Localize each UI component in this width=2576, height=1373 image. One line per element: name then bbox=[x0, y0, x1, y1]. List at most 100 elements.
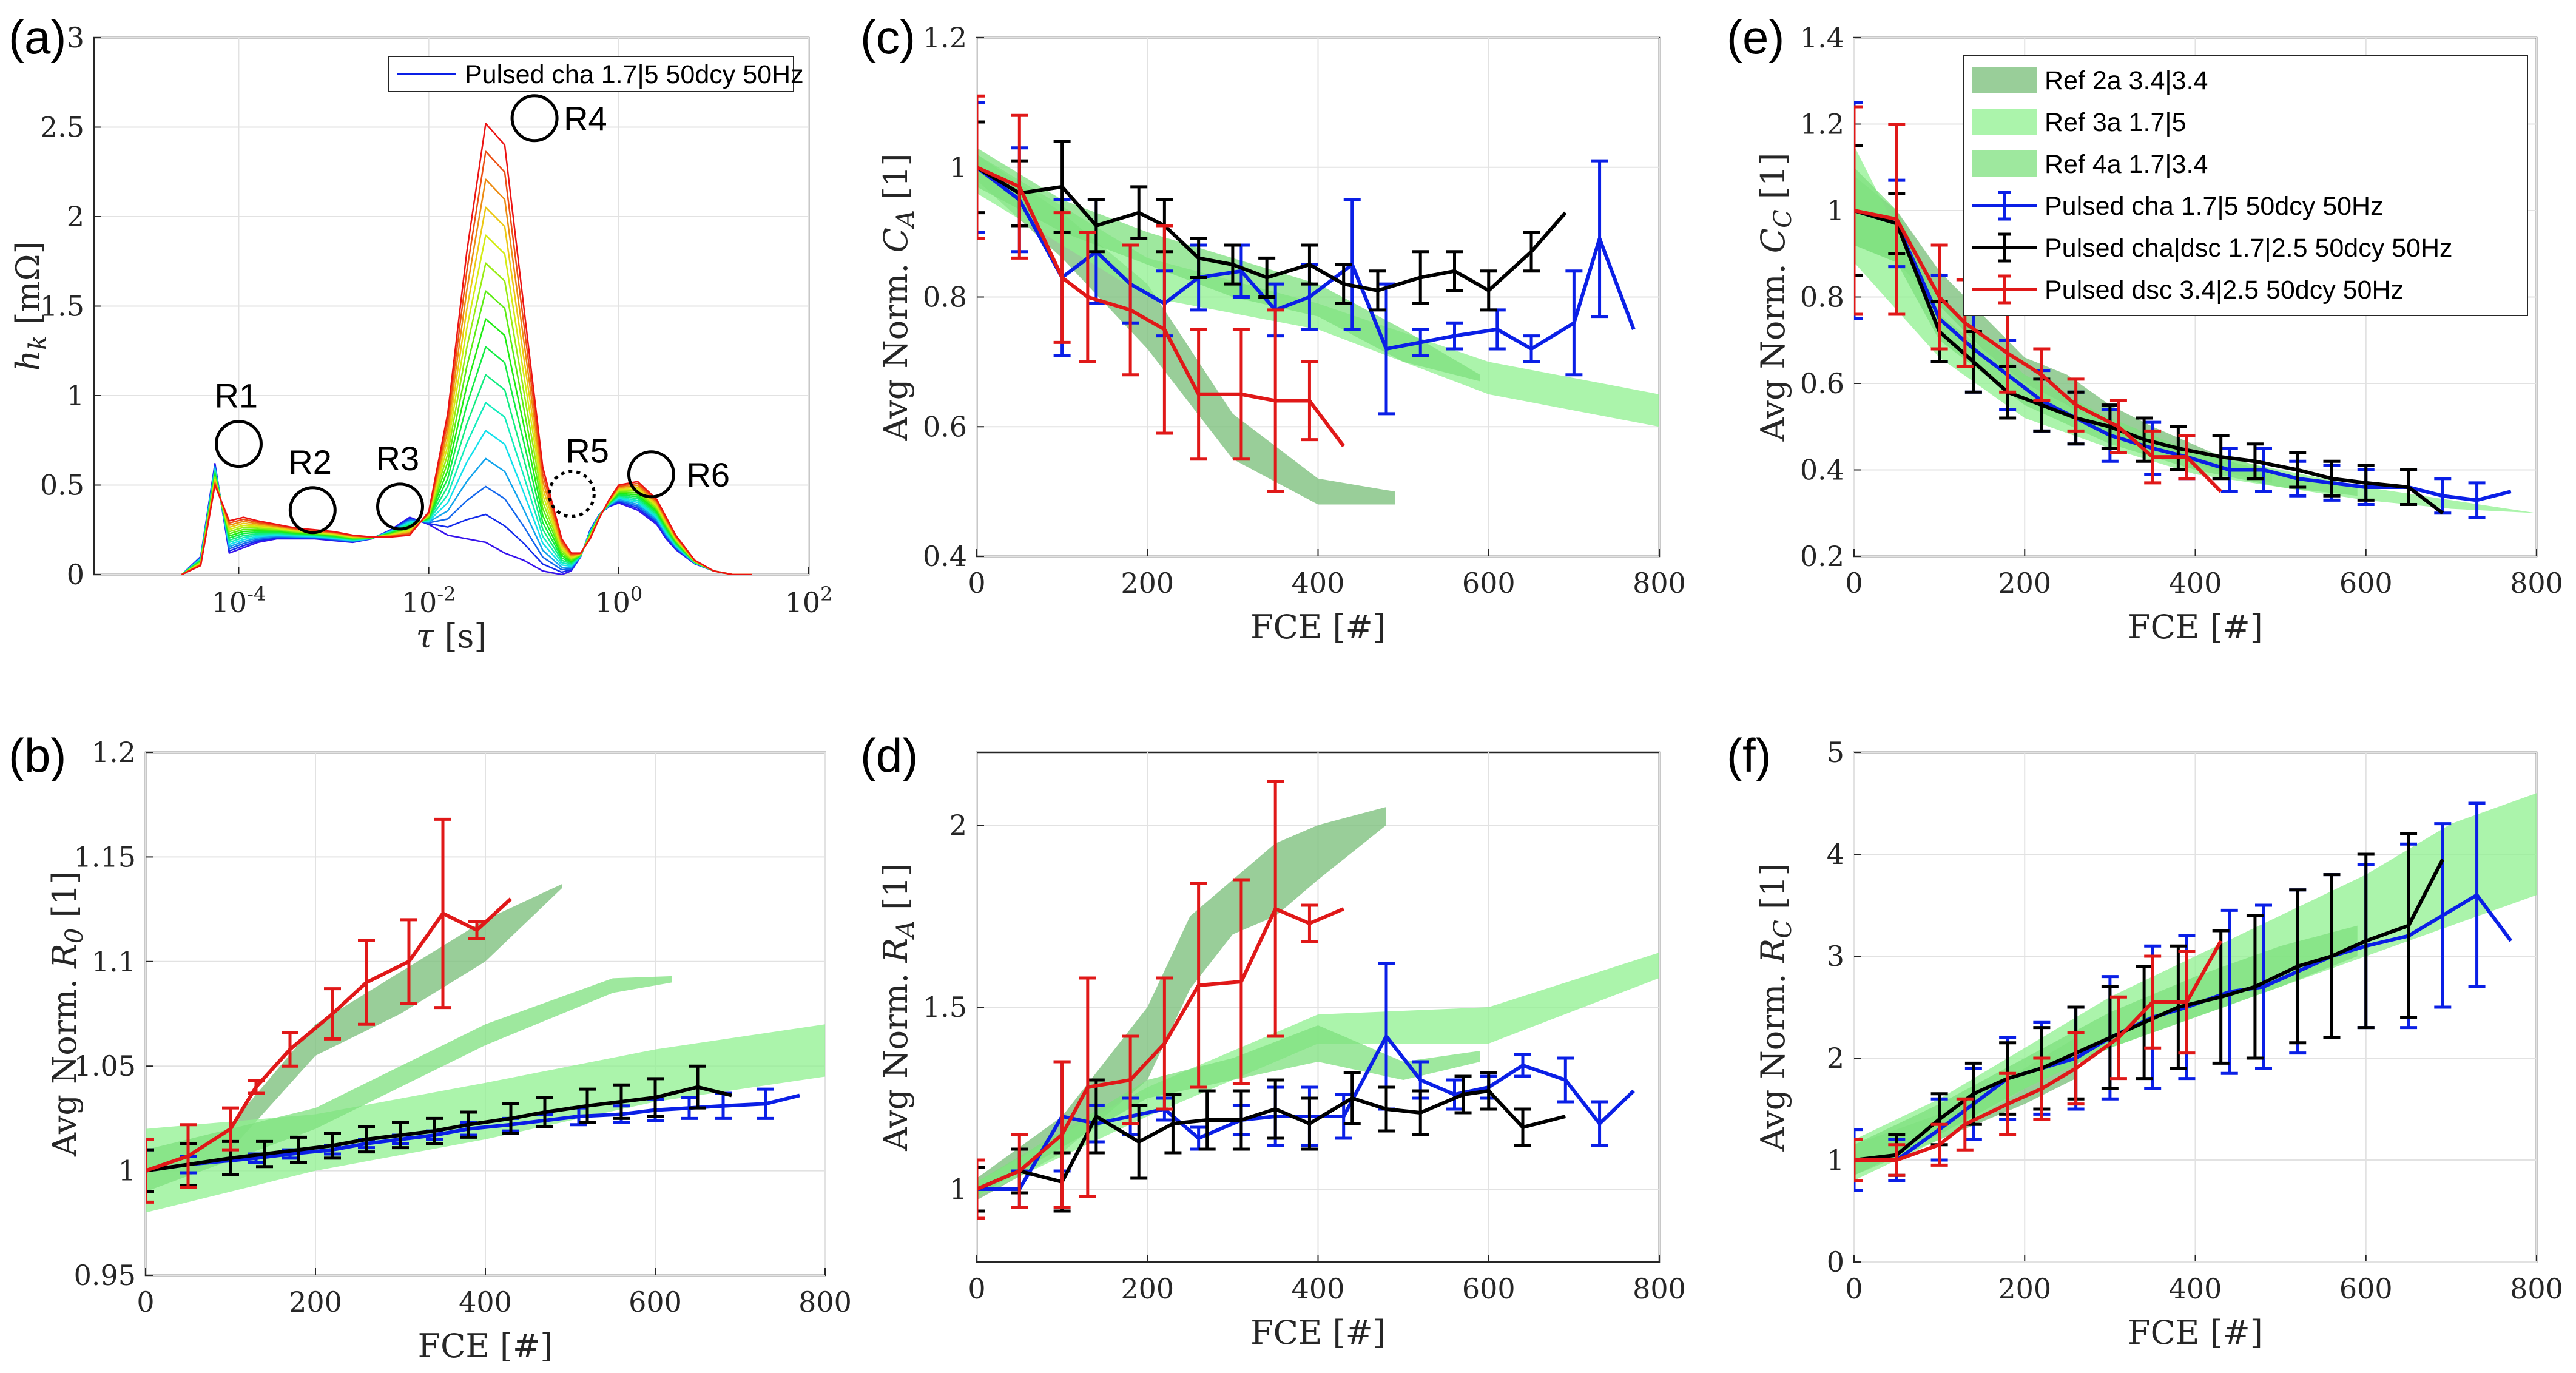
x-tick-label: 0 bbox=[1845, 567, 1863, 599]
x-tick-label: 200 bbox=[1998, 1272, 2051, 1305]
label-part: C bbox=[1769, 920, 1797, 939]
chart-b: (b) 0 200 400 600 800 0.95 1 1.05 1.1 1.15 1.2 FCE [… bbox=[8, 729, 852, 1365]
x-tick-label: 200 bbox=[1998, 567, 2051, 599]
y-tick-label: 1.5 bbox=[923, 991, 967, 1024]
y-tick-label: 4 bbox=[1827, 838, 1844, 871]
x-tick-label: 800 bbox=[1633, 1272, 1686, 1305]
tick-base: 10 bbox=[402, 586, 437, 619]
tick-base: 10 bbox=[212, 586, 248, 619]
y-tick-label: 2 bbox=[949, 809, 967, 842]
peak-marker bbox=[510, 94, 559, 143]
y-tick-label: 0.6 bbox=[923, 410, 967, 443]
drt-curve bbox=[181, 457, 752, 575]
band bbox=[977, 1025, 1480, 1196]
band bbox=[146, 1024, 825, 1213]
plot-content bbox=[977, 94, 1659, 505]
peak-label: R4 bbox=[564, 100, 607, 138]
y-tick-label: 0.2 bbox=[1800, 540, 1844, 573]
x-tick-label: 102 bbox=[785, 582, 833, 619]
x-tick-label: 0 bbox=[968, 567, 985, 599]
y-tick-label: 1 bbox=[1827, 194, 1844, 227]
grid: 0 200 400 600 800 0.4 0.6 0.8 1 1.2 bbox=[923, 21, 1686, 599]
y-tick-label: 1.2 bbox=[92, 736, 136, 769]
y-tick-label: 2 bbox=[67, 200, 84, 233]
label-part: h bbox=[9, 350, 47, 371]
legend-label: Pulsed cha 1.7|5 50dcy 50Hz bbox=[2045, 192, 2384, 221]
y-tick-label: 5 bbox=[1827, 736, 1844, 769]
legend: Ref 2a 3.4|3.4 Ref 3a 1.7|5 Ref 4a 1.7|3.4… bbox=[1963, 55, 2528, 316]
panel-label: (a) bbox=[8, 10, 66, 64]
x-tick-label: 0 bbox=[968, 1272, 985, 1305]
drt-curve bbox=[181, 206, 752, 575]
panel-label: (f) bbox=[1727, 729, 1772, 782]
label-part: [1] bbox=[46, 871, 84, 928]
x-tick-label: 200 bbox=[1121, 1272, 1174, 1305]
drt-curve bbox=[181, 462, 752, 575]
y-tick-label: 1 bbox=[118, 1155, 136, 1187]
x-tick-label: 0 bbox=[1845, 1272, 1863, 1305]
legend-swatch bbox=[1972, 67, 2037, 93]
chart-f: (f) 0 200 400 600 800 0 1 2 3 4 5 FCE [#] Avg Norm. R… bbox=[1727, 729, 2563, 1352]
x-tick-label: 10-4 bbox=[212, 582, 266, 619]
drt-curve bbox=[181, 346, 752, 575]
y-tick-label: 1.2 bbox=[1800, 108, 1844, 141]
label-part: [s] bbox=[434, 617, 487, 655]
y-tick-label: 1.05 bbox=[74, 1050, 136, 1082]
y-axis-label: Avg Norm. R0 [1] bbox=[46, 871, 89, 1157]
peak-marker bbox=[627, 450, 675, 499]
plot-content bbox=[181, 123, 752, 575]
x-tick-label: 800 bbox=[1633, 567, 1686, 599]
legend-swatch bbox=[1972, 150, 2037, 177]
drt-curve bbox=[181, 465, 752, 575]
x-axis-label: FCE [#] bbox=[1250, 608, 1386, 646]
y-tick-label: 1.4 bbox=[1800, 21, 1844, 54]
y-tick-label: 1.15 bbox=[74, 840, 136, 873]
x-tick-label: 200 bbox=[1121, 567, 1174, 599]
label-part: [1] bbox=[1754, 153, 1792, 210]
y-tick-label: 0.6 bbox=[1800, 367, 1844, 400]
peak-marker bbox=[547, 470, 596, 518]
x-tick-label: 400 bbox=[2169, 1272, 2222, 1305]
tick-exponent: -4 bbox=[247, 582, 266, 606]
x-axis-label: FCE [#] bbox=[2128, 1314, 2263, 1352]
chart-c: (c) 0 200 400 600 800 0.4 0.6 0.8 1 1.2 FCE [#] Avg … bbox=[860, 10, 1686, 646]
plot-content bbox=[1854, 101, 2537, 519]
panel-label: (c) bbox=[860, 10, 915, 64]
tick-base: 10 bbox=[595, 586, 630, 619]
x-axis-label: τ [s] bbox=[416, 617, 487, 655]
drt-curve bbox=[181, 374, 752, 575]
x-tick-label: 600 bbox=[1462, 1272, 1516, 1305]
legend-label: Ref 4a 1.7|3.4 bbox=[2045, 150, 2208, 179]
y-tick-label: 3 bbox=[67, 21, 84, 54]
y-tick-label: 2.5 bbox=[40, 111, 84, 144]
label-part: [1] bbox=[877, 863, 915, 920]
legend: Pulsed cha 1.7|5 50dcy 50Hz bbox=[388, 56, 804, 92]
label-part: R bbox=[877, 938, 915, 963]
legend-box bbox=[1963, 55, 2528, 316]
y-axis-label: hk [mΩ] bbox=[9, 241, 52, 371]
plot-content bbox=[977, 780, 1659, 1220]
band bbox=[977, 154, 1659, 427]
label-part: C bbox=[1754, 228, 1792, 253]
x-tick-label: 400 bbox=[459, 1286, 512, 1318]
y-tick-label: 0 bbox=[67, 558, 84, 591]
label-part: Avg Norm. bbox=[1754, 963, 1792, 1152]
chart-d: (d) 0 200 400 600 800 1 1.5 2 FCE [#] Avg Norm. RA… bbox=[860, 729, 1686, 1352]
drt-curve bbox=[181, 150, 752, 575]
label-part: [1] bbox=[1754, 863, 1792, 920]
y-tick-label: 1 bbox=[1827, 1144, 1844, 1176]
legend-box bbox=[388, 56, 794, 92]
label-part: Avg Norm. bbox=[877, 252, 915, 441]
x-axis-label: FCE [#] bbox=[418, 1327, 553, 1365]
label-part: τ bbox=[416, 617, 435, 655]
label-part: C bbox=[877, 228, 915, 252]
x-tick-label: 600 bbox=[2339, 567, 2393, 599]
tick-exponent: 2 bbox=[820, 582, 832, 606]
y-axis-label: Avg Norm. RC [1] bbox=[1754, 863, 1797, 1152]
x-axis-label: FCE [#] bbox=[1250, 1314, 1386, 1352]
label-part: [1] bbox=[877, 153, 915, 210]
peak-marker bbox=[214, 420, 263, 468]
panel-label: (b) bbox=[8, 729, 66, 782]
chart-e: (e) 0 200 400 600 800 0.2 0.4 0.6 0.8 1 1.2 1.4 FCE [… bbox=[1727, 10, 2563, 646]
